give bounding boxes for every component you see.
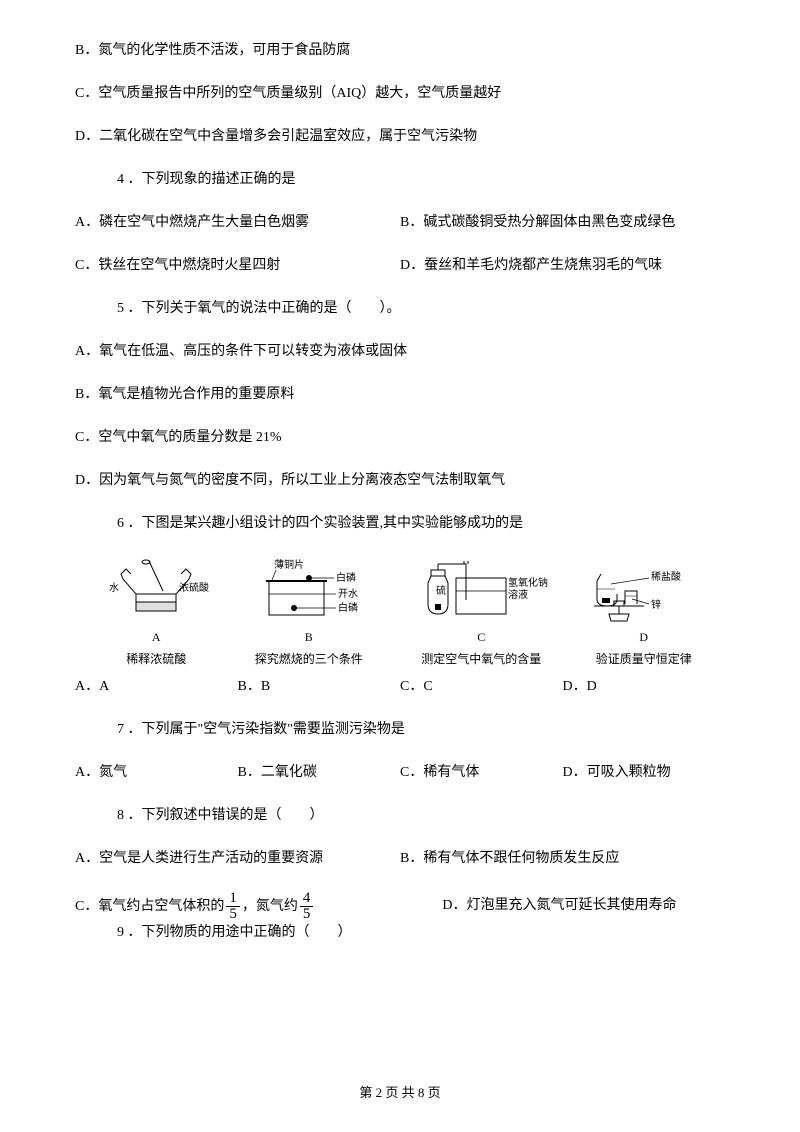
option-6b: B．B [238,676,401,697]
fraction-4-5: 4 5 [300,891,314,922]
diag-b-water: 开水 [338,588,358,600]
option-5d: D．因为氧气与氮气的密度不同，所以工业上分离液态空气法制取氧气 [75,470,725,491]
option-4b: B．碱式碳酸铜受热分解固体由黑色变成绿色 [400,212,725,233]
diagram-b: 薄铜片 白磷 开水 白磷 B 探究燃烧的三个条件 [244,556,374,668]
question-7-options: A．氮气 B．二氧化碳 C．稀有气体 D．可吸入颗粒物 [75,762,725,783]
option-8d: D．灯泡里充入氮气可延长其使用寿命 [442,895,725,922]
diagram-a: 水 浓硫酸 A 稀释浓硫酸 [101,556,211,668]
question-4: 4 ．下列现象的描述正确的是 [75,169,725,190]
question-7: 7 ．下列属于"空气污染指数"需要监测污染物是 [75,719,725,740]
diag-d-zn: 锌 [651,598,661,611]
option-8c-mid: ，氮气约 [242,896,298,917]
option-4d: D．蚕丝和羊毛灼烧都产生烧焦羽毛的气味 [400,255,725,276]
fraction-1-5: 1 5 [226,891,240,922]
diagram-b-letter: B [305,628,313,646]
question-6-options: A．A B．B C．C D．D [75,676,725,697]
question-6: 6 ．下图是某兴趣小组设计的四个实验装置,其中实验能够成功的是 [75,513,725,534]
option-7b: B．二氧化碳 [238,762,401,783]
option-4c: C．铁丝在空气中燃烧时火星四射 [75,255,400,276]
question-4-row2: C．铁丝在空气中燃烧时火星四射 D．蚕丝和羊毛灼烧都产生烧焦羽毛的气味 [75,255,725,276]
diag-c-n2: 溶液 [508,588,528,601]
option-3b: B．氮气的化学性质不活泼，可用于食品防腐 [75,40,725,61]
diagram-c-letter: C [477,628,485,646]
diag-c-n1: 氢氧化钠 [508,576,548,589]
option-6d: D．D [563,676,726,697]
option-8c-pre: C．氧气约占空气体积的 [75,896,224,917]
question-8-row1: A．空气是人类进行生产活动的重要资源 B．稀有气体不跟任何物质发生反应 [75,848,725,869]
option-5a: A．氧气在低温、高压的条件下可以转变为液体或固体 [75,341,725,362]
question-5: 5 ．下列关于氧气的说法中正确的是（ ）。 [75,298,725,319]
diagram-c-caption: 测定空气中氧气的含量 [421,650,541,668]
option-5b: B．氧气是植物光合作用的重要原料 [75,384,725,405]
diagram-d: 稀盐酸 锌 D 验证质量守恒定律 [589,556,699,668]
option-7d: D．可吸入颗粒物 [563,762,726,783]
question-8: 8 ．下列叙述中错误的是（ ） [75,805,725,826]
option-8c: C．氧气约占空气体积的 1 5 ，氮气约 4 5 [75,891,442,922]
option-6c: C．C [400,676,563,697]
diag-a-water: 水 [109,582,119,594]
question-8-row2: C．氧气约占空气体积的 1 5 ，氮气约 4 5 D．灯泡里充入氮气可延长其使用… [75,891,725,922]
question-9: 9 ．下列物质的用途中正确的（ ） [75,922,725,943]
option-7c: C．稀有气体 [400,762,563,783]
option-3c: C．空气质量报告中所列的空气质量级别（AIQ）越大，空气质量越好 [75,83,725,104]
diag-b-copper: 薄铜片 [274,558,304,571]
diagram-a-caption: 稀释浓硫酸 [126,650,186,668]
option-5c: C．空气中氧气的质量分数是 21% [75,427,725,448]
diagram-b-caption: 探究燃烧的三个条件 [255,650,363,668]
option-4a: A．磷在空气中燃烧产生大量白色烟雾 [75,212,400,233]
option-8a: A．空气是人类进行生产活动的重要资源 [75,848,400,869]
diagram-a-letter: A [152,628,161,646]
page-footer: 第 2 页 共 8 页 [0,1083,800,1103]
diag-b-p1: 白磷 [336,571,356,584]
diagram-row: 水 浓硫酸 A 稀释浓硫酸 薄铜片 白磷 开水 白磷 B 探究燃烧的三个条件 [75,556,725,668]
diagram-d-caption: 验证质量守恒定律 [596,650,692,668]
diag-d-acid: 稀盐酸 [651,570,681,583]
option-6a: A．A [75,676,238,697]
diag-b-p2: 白磷 [338,601,358,614]
option-3d: D．二氧化碳在空气中含量增多会引起温室效应，属于空气污染物 [75,126,725,147]
diag-c-s: 硫 [436,584,446,597]
diagram-d-letter: D [639,628,648,646]
option-8b: B．稀有气体不跟任何物质发生反应 [400,848,725,869]
option-7a: A．氮气 [75,762,238,783]
diag-a-acid: 浓硫酸 [179,581,209,594]
question-4-row1: A．磷在空气中燃烧产生大量白色烟雾 B．碱式碳酸铜受热分解固体由黑色变成绿色 [75,212,725,233]
diagram-c: 硫 氢氧化钠 溶液 C 测定空气中氧气的含量 [406,556,556,668]
